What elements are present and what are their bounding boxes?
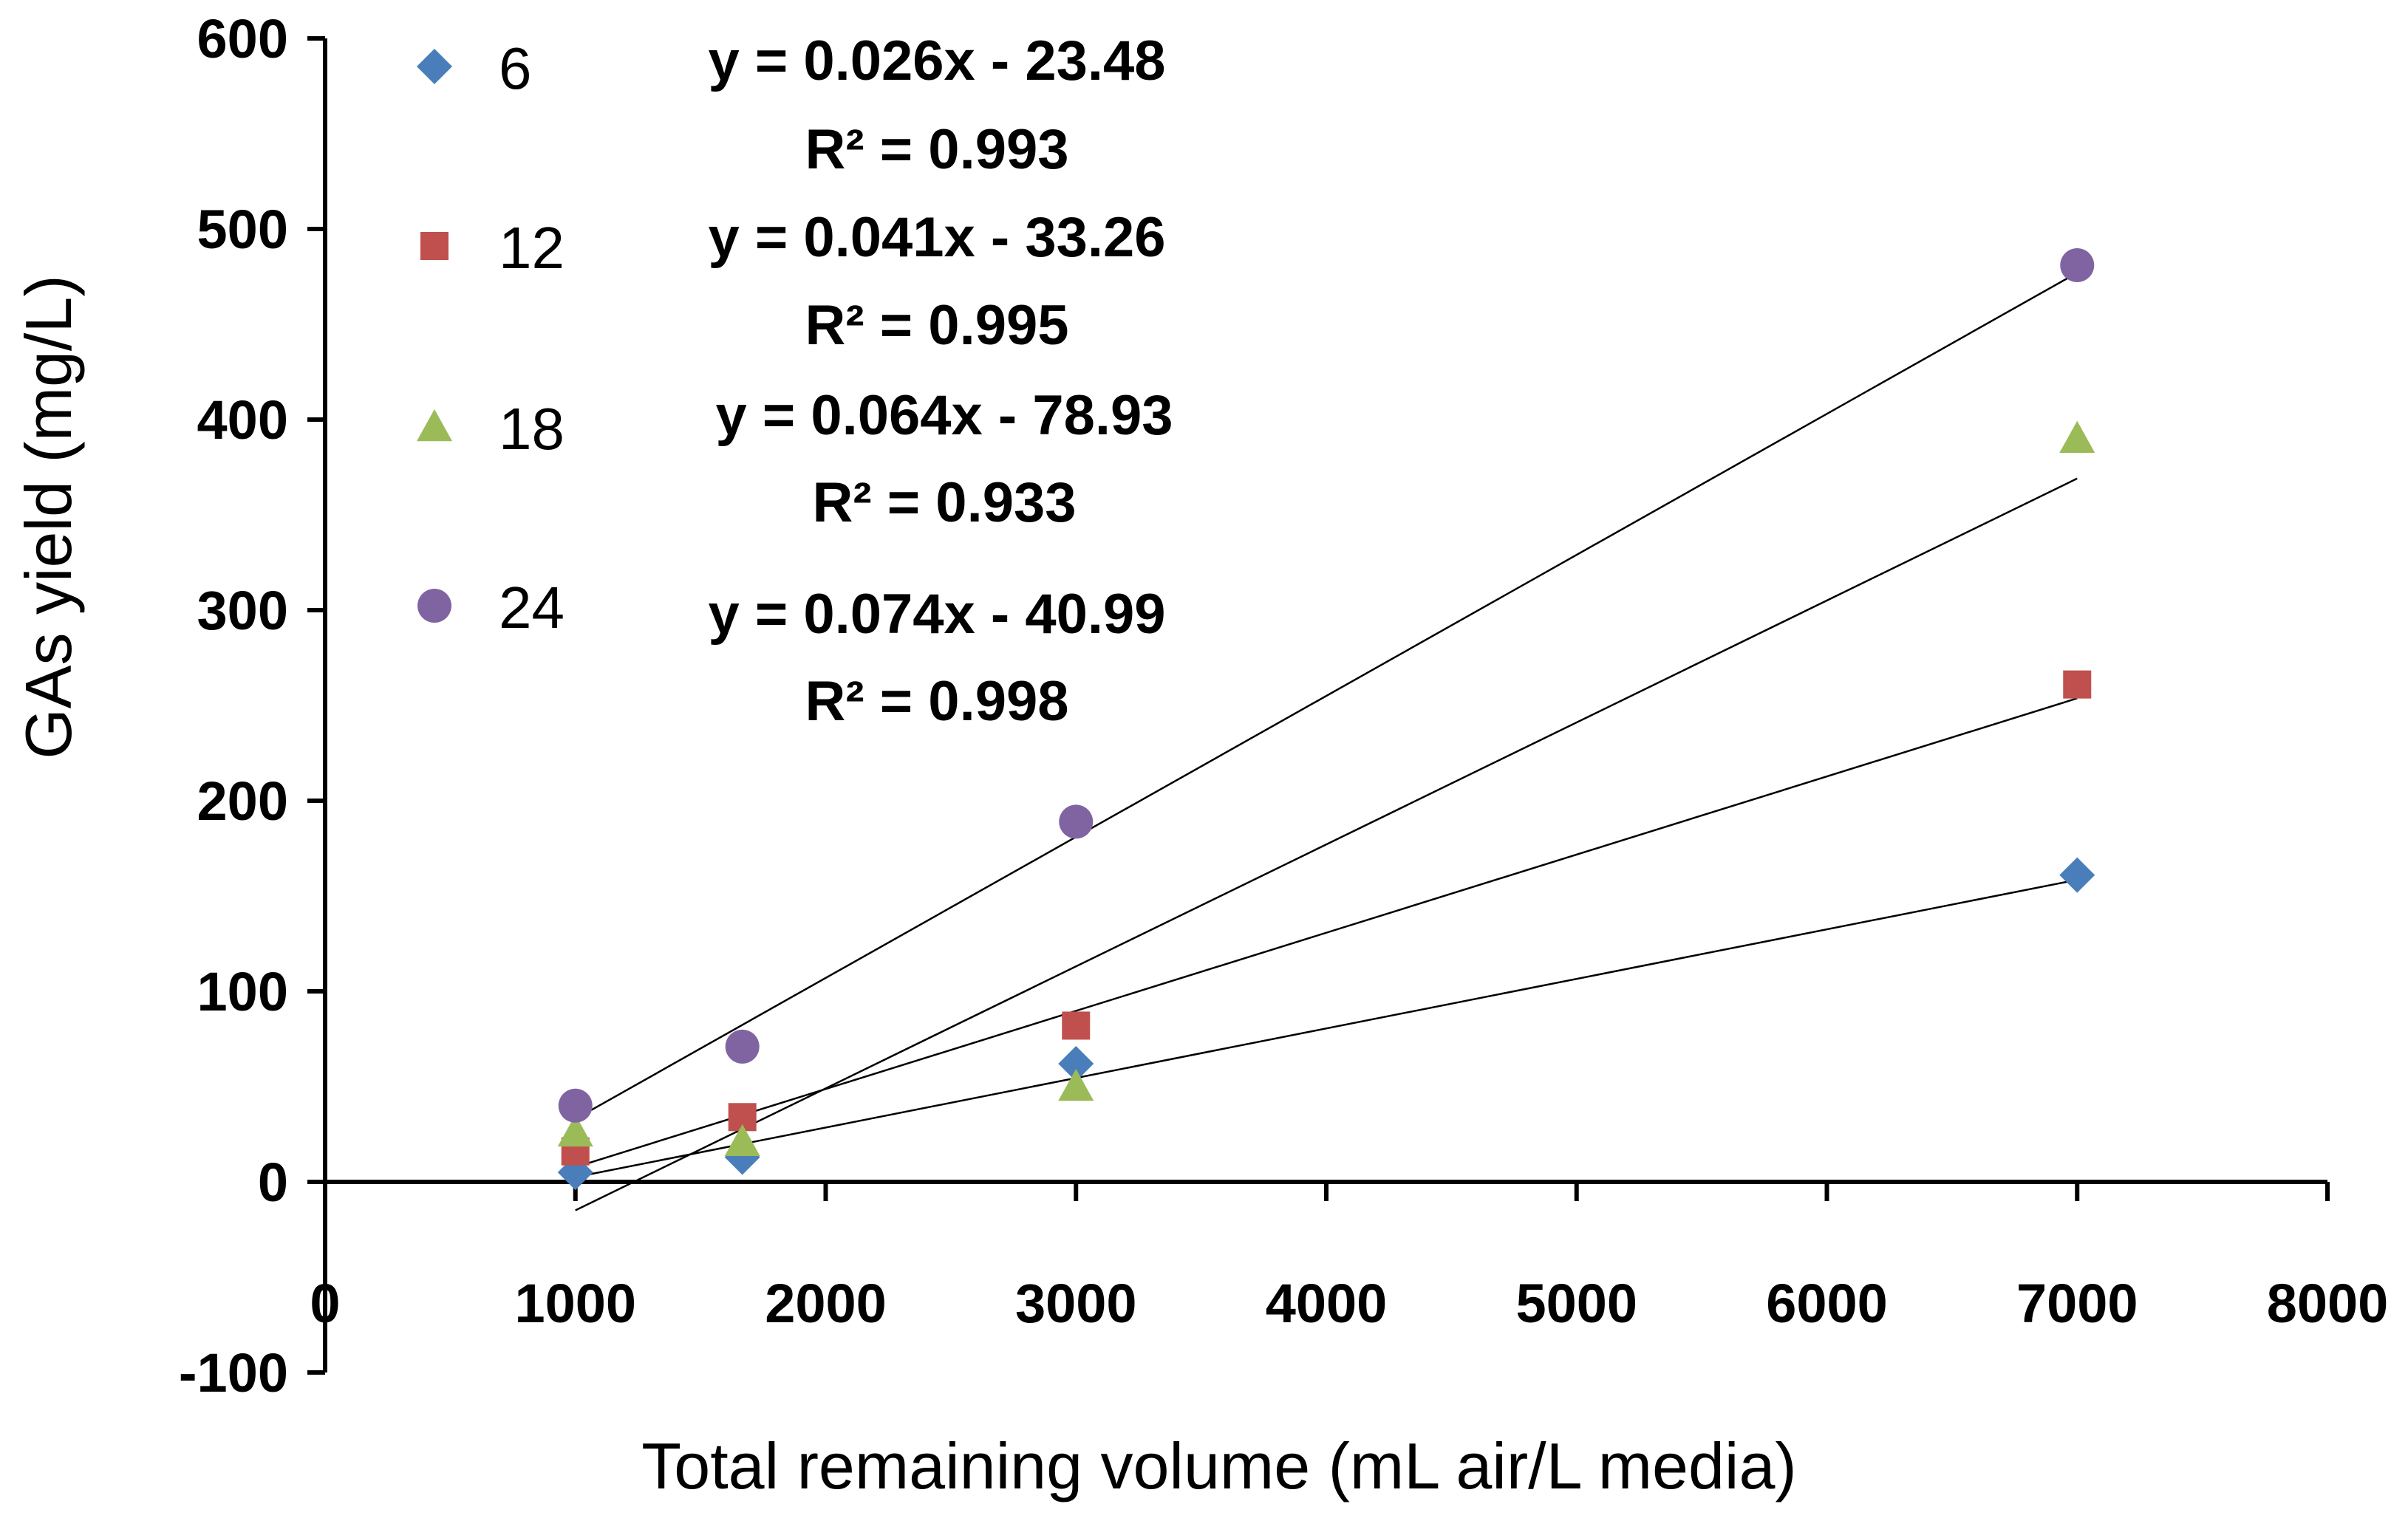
x-tick-label: 5000 xyxy=(1515,1273,1637,1334)
trendline-equation-24: y = 0.074x - 40.99 xyxy=(708,583,1165,646)
trendlines xyxy=(575,272,2078,1211)
x-tick-label: 2000 xyxy=(765,1273,887,1334)
data-point-6 xyxy=(2059,857,2095,893)
x-axis-title: Total remaining volume (mL air/L media) xyxy=(641,1429,1796,1502)
y-tick-label: 100 xyxy=(197,961,288,1022)
trendline-6 xyxy=(575,878,2078,1178)
x-tick-label: 7000 xyxy=(2016,1273,2138,1334)
y-axis-title: GAs yield (mg/L) xyxy=(12,275,85,759)
data-point-24 xyxy=(725,1029,760,1064)
trendline-r2-18: R² = 0.933 xyxy=(813,471,1077,534)
x-tick-label: 4000 xyxy=(1266,1273,1388,1334)
x-tick-label: 3000 xyxy=(1015,1273,1137,1334)
trendline-equation-6: y = 0.026x - 23.48 xyxy=(708,30,1165,92)
x-tick-label: 8000 xyxy=(2267,1273,2389,1334)
data-point-18 xyxy=(2059,420,2095,453)
data-point-18 xyxy=(724,1124,760,1157)
y-tick-label: -100 xyxy=(179,1342,288,1404)
data-points xyxy=(557,248,2095,1191)
trendline-12 xyxy=(575,697,2078,1169)
data-point-18 xyxy=(1058,1069,1094,1101)
trendline-r2-6: R² = 0.993 xyxy=(805,118,1069,181)
legend: 6 12 18 24 xyxy=(417,35,565,640)
x-tick-label: 6000 xyxy=(1766,1273,1888,1334)
trendline-18 xyxy=(575,477,2078,1211)
y-tick-label: 300 xyxy=(197,580,288,641)
data-point-24 xyxy=(2060,248,2095,283)
legend-label-18: 18 xyxy=(499,396,565,462)
trendline-r2-12: R² = 0.995 xyxy=(805,294,1069,357)
trendline-r2-24: R² = 0.998 xyxy=(805,670,1069,733)
data-point-24 xyxy=(1059,804,1094,839)
legend-marker-18 xyxy=(417,409,452,442)
y-tick-label: 0 xyxy=(258,1152,288,1213)
data-point-12 xyxy=(2063,670,2092,699)
trendline-24 xyxy=(575,272,2078,1120)
legend-marker-6 xyxy=(417,49,452,84)
y-tick-label: 500 xyxy=(197,199,288,260)
legend-label-6: 6 xyxy=(499,35,532,101)
data-point-12 xyxy=(1062,1011,1091,1040)
x-tick-label: 1000 xyxy=(514,1273,636,1334)
legend-label-12: 12 xyxy=(499,215,565,281)
trendline-equation-12: y = 0.041x - 33.26 xyxy=(708,206,1165,269)
y-tick-label: 200 xyxy=(197,770,288,832)
y-tick-label: 600 xyxy=(197,8,288,69)
trendline-equation-18: y = 0.064x - 78.93 xyxy=(715,384,1173,447)
data-point-18 xyxy=(557,1114,593,1147)
data-point-24 xyxy=(558,1088,593,1123)
y-tick-label: 400 xyxy=(197,389,288,451)
x-tick-label: 0 xyxy=(310,1273,340,1334)
data-point-6 xyxy=(1058,1046,1094,1082)
trendline-equations: y = 0.026x - 23.48 R² = 0.993 y = 0.041x -… xyxy=(708,30,1173,733)
legend-label-24: 24 xyxy=(499,575,565,640)
legend-marker-24 xyxy=(417,589,451,623)
legend-marker-12 xyxy=(420,232,448,260)
